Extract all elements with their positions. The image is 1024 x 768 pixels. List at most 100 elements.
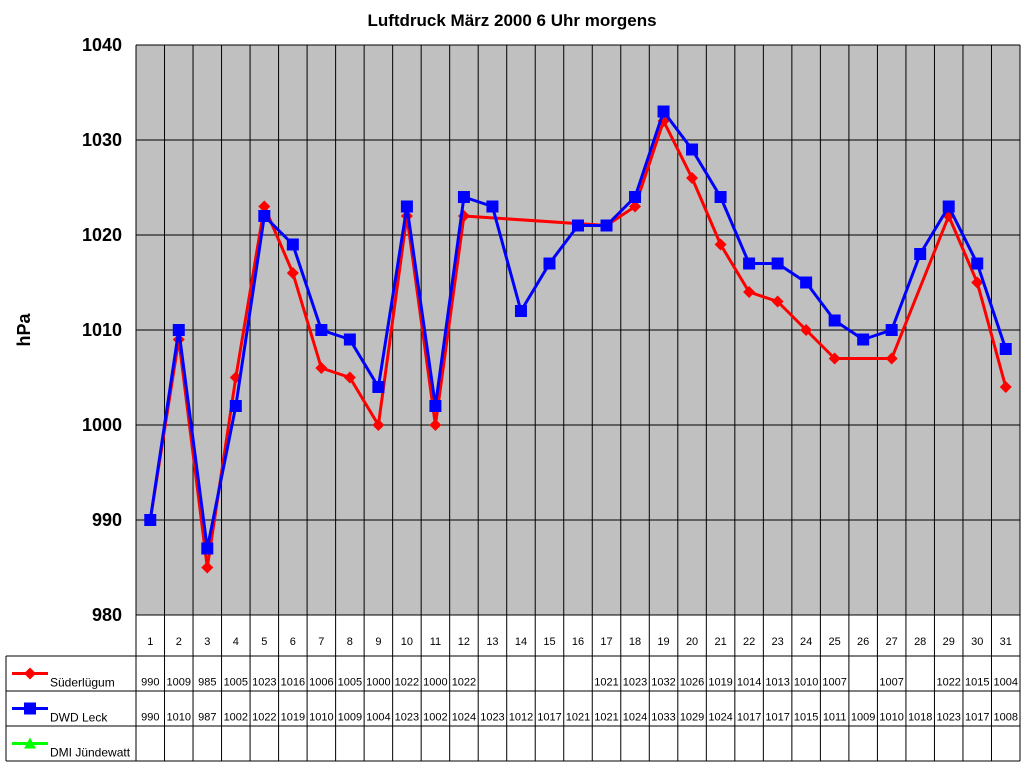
data-label: 1026 [680, 677, 704, 689]
data-label: 1019 [708, 677, 732, 689]
x-tick-label: 30 [971, 636, 983, 648]
data-point [800, 276, 813, 289]
chart-title: Luftdruck März 2000 6 Uhr morgens [367, 11, 656, 30]
data-point [999, 343, 1012, 355]
x-tick-label: 19 [657, 636, 669, 648]
y-tick-label: 1010 [82, 320, 122, 340]
gridlines [135, 44, 1021, 616]
data-label: 1032 [651, 677, 675, 689]
data-label: 1009 [338, 712, 362, 724]
data-label: 1021 [594, 677, 618, 689]
data-point [914, 248, 927, 260]
data-label: 1014 [737, 677, 761, 689]
data-label: 1015 [794, 712, 818, 724]
data-point [172, 324, 185, 336]
data-point [885, 352, 898, 365]
x-tick-label: 5 [261, 636, 267, 648]
data-point [486, 200, 499, 213]
data-label: 1004 [366, 712, 390, 724]
data-label: 1033 [651, 712, 675, 724]
data-point [942, 200, 955, 213]
data-point [372, 381, 385, 393]
data-label: 1024 [623, 712, 647, 724]
x-tick-label: 29 [943, 636, 955, 648]
data-label: 1012 [509, 712, 533, 724]
data-label: 1024 [708, 712, 732, 724]
x-tick-label: 11 [430, 636, 441, 648]
y-tick-label: 1030 [82, 130, 122, 150]
data-point [372, 419, 385, 431]
legend-label: DWD Leck [50, 711, 108, 725]
legend-label: Süderlügum [50, 676, 115, 690]
data-label: 1010 [309, 712, 333, 724]
data-point [743, 257, 756, 270]
legend-label: DMI Jündewatt [50, 746, 131, 760]
data-label: 990 [141, 712, 159, 724]
data-point [429, 419, 442, 431]
x-tick-label: 10 [401, 636, 413, 648]
data-point [686, 143, 699, 156]
data-label: 987 [198, 712, 216, 724]
data-label: 1017 [737, 712, 761, 724]
data-label: 1010 [167, 712, 191, 724]
data-point [828, 314, 841, 327]
data-point [714, 191, 727, 203]
data-point [686, 172, 699, 184]
data-label: 1023 [936, 712, 960, 724]
x-tick-label: 17 [600, 636, 612, 648]
data-label: 1023 [252, 677, 276, 689]
data-point [201, 561, 214, 574]
data-label: 1007 [879, 677, 903, 689]
data-point [600, 219, 613, 232]
data-label: 1010 [879, 712, 903, 724]
data-point [857, 333, 870, 346]
data-label: 990 [141, 677, 159, 689]
x-tick-label: 26 [857, 636, 869, 648]
data-point [999, 381, 1012, 393]
x-tick-label: 1 [147, 636, 153, 648]
data-label: 1021 [566, 712, 590, 724]
data-point [343, 333, 356, 346]
data-label: 1017 [537, 712, 561, 724]
data-label: 1008 [993, 712, 1017, 724]
legend-entry: DMI Jündewatt [12, 737, 131, 760]
x-tick-label: 9 [375, 636, 381, 648]
data-point [885, 324, 898, 336]
x-tick-label: 12 [458, 636, 470, 648]
data-label: 1022 [395, 677, 419, 689]
y-tick-label: 990 [92, 510, 122, 530]
data-label: 985 [198, 677, 216, 689]
data-point [771, 295, 784, 308]
data-point [229, 400, 242, 412]
x-tick-label: 4 [233, 636, 239, 648]
data-label: 1015 [965, 677, 989, 689]
series-layer [144, 105, 1012, 574]
x-tick-label: 20 [686, 636, 698, 648]
data-point [771, 257, 784, 270]
y-tick-label: 980 [92, 605, 122, 625]
y-tick-label: 1040 [82, 35, 122, 55]
data-label: 1023 [480, 712, 504, 724]
x-tick-label: 18 [629, 636, 641, 648]
data-label: 1010 [794, 677, 818, 689]
x-tick-label: 28 [914, 636, 926, 648]
x-tick-label: 15 [543, 636, 555, 648]
x-tick-label: 6 [290, 636, 296, 648]
x-tick-label: 14 [515, 636, 527, 648]
data-label: 1005 [338, 677, 362, 689]
y-tick-label: 1020 [82, 225, 122, 245]
data-point [572, 219, 584, 232]
y-axis-label: hPa [14, 313, 34, 347]
x-tick-label: 23 [771, 636, 783, 648]
data-label: 1017 [965, 712, 989, 724]
x-tick-label: 3 [204, 636, 210, 648]
data-label: 1024 [452, 712, 476, 724]
x-tick-label: 16 [572, 636, 584, 648]
legend-entry: Süderlügum [12, 667, 115, 690]
data-point [429, 400, 442, 412]
data-label: 1023 [623, 677, 647, 689]
data-point [629, 191, 642, 203]
data-label: 1002 [224, 712, 248, 724]
x-tick-label: 25 [829, 636, 841, 648]
